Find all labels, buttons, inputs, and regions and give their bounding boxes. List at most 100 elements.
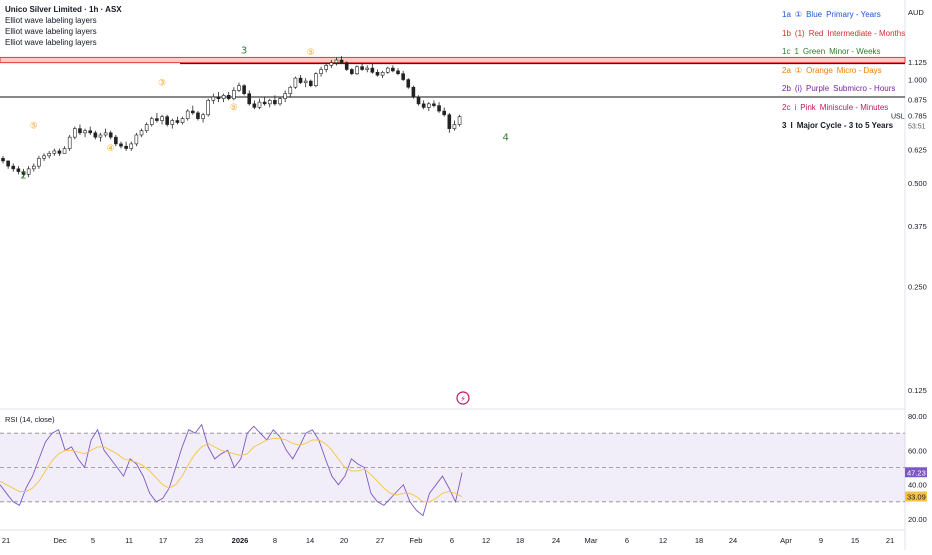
legend-code: 1b (782, 28, 791, 38)
candle-body (16, 168, 21, 172)
candle-body (437, 105, 441, 112)
rsi-value-label: 47.23 (907, 468, 926, 477)
candle-body (252, 103, 257, 108)
candle-body (139, 130, 144, 136)
legend-code: 2b (782, 84, 791, 93)
candle-body (237, 85, 241, 91)
candle-body (370, 67, 375, 73)
candle-body (298, 77, 303, 83)
legend-desc: Major Cycle - 3 to 5 Years (796, 121, 894, 130)
rsi-ma-value-label: 33.09 (907, 493, 926, 502)
rsi-ma-value-tag (905, 491, 927, 502)
legend-mark: ① (794, 65, 803, 75)
legend-row: 1c 1 Green Minor - Weeks (782, 47, 885, 56)
candle-body (232, 90, 236, 99)
wave-label: 3 (241, 46, 247, 57)
candle-body (344, 62, 349, 70)
candle-body (421, 103, 426, 108)
legend-color-name: Pink (800, 102, 816, 112)
candle-body (416, 96, 421, 105)
time-tick-label: 9 (819, 536, 823, 545)
candle-body (206, 100, 210, 116)
candle-body (124, 145, 128, 149)
candle-body (216, 96, 221, 99)
candle-body (442, 110, 446, 116)
candle-body (262, 101, 267, 105)
last-price-symbol: USL (891, 114, 905, 121)
candle-body (211, 96, 216, 101)
legend-desc: Intermediate - Months (827, 28, 906, 38)
candle-body (180, 118, 185, 123)
rsi-tick-label: 20.00 (908, 515, 927, 524)
candle-body (201, 114, 205, 119)
candle-body (375, 71, 380, 76)
legend-desc: Primary - Years (826, 10, 881, 19)
rsi-value-tag (905, 467, 927, 478)
time-tick-label: 27 (376, 536, 384, 545)
candle-body (350, 69, 354, 75)
legend-desc: Miniscule - Minutes (819, 102, 889, 112)
candle-body (78, 128, 82, 134)
wave-label: ③ (158, 79, 166, 89)
wave-label: 4 (503, 132, 509, 143)
wave-label: ⑤ (230, 103, 238, 113)
rsi-line (0, 423, 463, 517)
chart-title: Unico Silver Limited · 1h · ASX (5, 5, 122, 14)
legend-row: 1b (1) Red Intermediate - Months (782, 29, 909, 38)
candle-body (360, 66, 364, 70)
time-tick-label: 15 (851, 536, 859, 545)
legend-color-name: Green (802, 47, 826, 56)
candle-body (355, 66, 359, 75)
candle-body (42, 155, 46, 159)
price-tick-label: 1.125 (908, 58, 927, 67)
wave-label: 2 (20, 171, 26, 182)
time-tick-label: 17 (159, 536, 167, 545)
candle-body (329, 62, 334, 66)
candle-body (411, 86, 416, 98)
price-tick-label: 0.625 (908, 146, 927, 155)
legend-mark: I (790, 121, 793, 130)
legend-row: 2a ① Orange Micro - Days (782, 66, 886, 75)
candle-body (191, 110, 195, 114)
candle-body (67, 136, 72, 149)
candle-body (114, 136, 118, 145)
legend-color-name: Orange (806, 65, 833, 75)
rsi-title: RSI (14, close) (5, 415, 55, 424)
candle-body (26, 168, 31, 175)
legend-desc: Minor - Weeks (829, 47, 881, 56)
candle-body (308, 80, 313, 86)
time-tick-label: 11 (125, 536, 133, 545)
candle-body (88, 130, 93, 134)
bar-countdown-label: 53:51 (908, 124, 926, 131)
candle-body (226, 95, 231, 99)
candle-body (288, 86, 293, 94)
candle-body (170, 120, 175, 125)
candle-body (385, 67, 390, 73)
legend-row: 2c i Pink Miniscule - Minutes (782, 103, 892, 112)
candle-body (283, 93, 287, 99)
layer-label: Elliot wave labeling layers (5, 27, 97, 36)
candle-body (196, 112, 200, 119)
resistance-zone (0, 56, 906, 64)
candle-body (103, 132, 108, 136)
candle-body (432, 103, 436, 106)
candle-body (73, 128, 77, 138)
time-tick-label: 12 (659, 536, 667, 545)
candle-body (185, 110, 190, 119)
legend-color-name: Purple (806, 84, 830, 93)
candle-body (457, 116, 462, 125)
candle-body (144, 124, 149, 132)
price-tick-label: 0.500 (908, 179, 927, 188)
candle-body (21, 171, 26, 175)
price-tick-label: 0.375 (908, 222, 927, 231)
wave-label: ⑤ (30, 122, 38, 132)
price-tick-label: 0.250 (908, 283, 927, 292)
candle-body (149, 118, 154, 125)
time-tick-label: 20 (340, 536, 348, 545)
candle-body (6, 160, 10, 167)
last-price-label: 0.785 (908, 112, 927, 121)
candle-body (37, 158, 41, 167)
candle-body (319, 69, 323, 75)
